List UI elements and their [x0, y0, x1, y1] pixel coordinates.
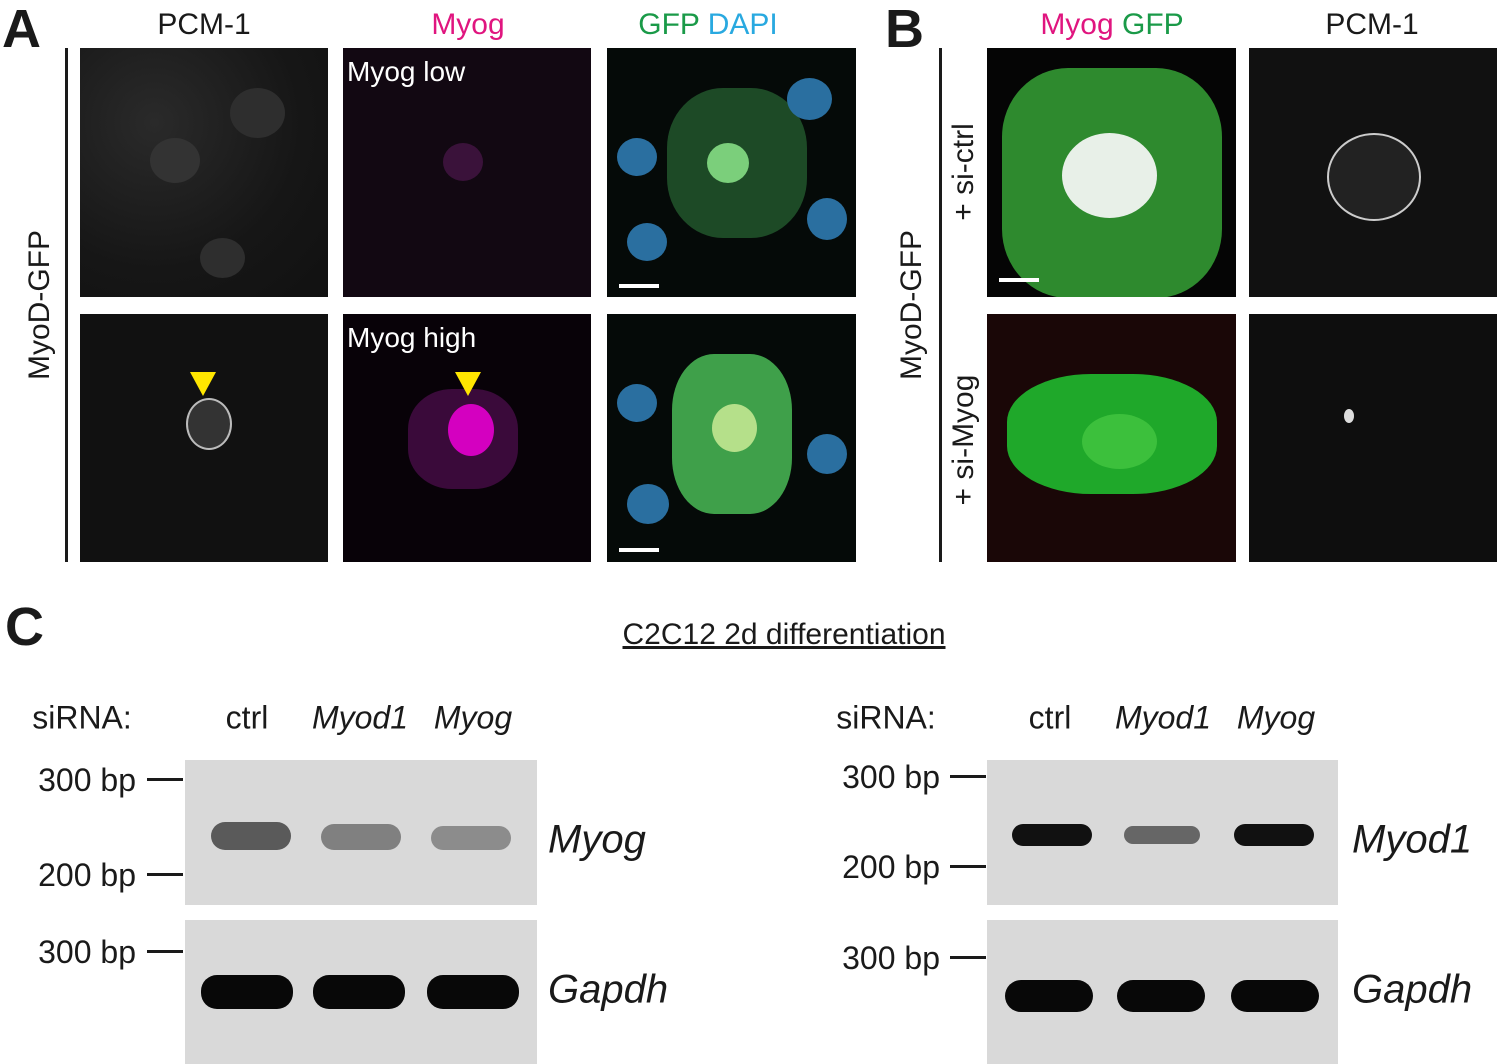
- gel-image: [987, 920, 1338, 1064]
- gel-image: [185, 760, 537, 905]
- band: [1117, 980, 1205, 1012]
- sirna-label: siRNA:: [836, 699, 936, 736]
- column-title: Myog: [431, 8, 505, 41]
- nucleus: [617, 384, 657, 422]
- marker-tick: [950, 865, 986, 868]
- column-title: Myog GFP: [1040, 10, 1183, 40]
- micrograph: [1249, 314, 1497, 562]
- channel-name: DAPI: [707, 8, 778, 41]
- band: [1005, 980, 1093, 1012]
- gene-label: Gapdh: [1352, 967, 1473, 1012]
- micrograph: [80, 314, 328, 562]
- nucleus: [200, 238, 245, 278]
- channel-name: GFP: [638, 8, 700, 41]
- size-marker: 300 bp: [38, 762, 136, 798]
- nucleus: [186, 398, 232, 450]
- band: [427, 975, 519, 1009]
- lane-label: ctrl: [1028, 699, 1072, 736]
- arrowhead: [455, 372, 481, 396]
- size-marker: 300 bp: [842, 940, 940, 976]
- nucleus: [707, 143, 749, 183]
- band: [1231, 980, 1319, 1012]
- centrosome: [1344, 409, 1354, 423]
- condition-label: + si-ctrl: [947, 123, 980, 221]
- row-label: MyoD-GFP: [895, 230, 928, 380]
- panel-letter: C: [5, 597, 44, 657]
- marker-tick: [950, 775, 986, 778]
- arrowhead: [190, 372, 216, 396]
- sirna-label: siRNA:: [32, 699, 132, 736]
- nucleus: [627, 223, 667, 261]
- band: [313, 975, 405, 1009]
- nucleus: [627, 484, 669, 524]
- nucleus: [443, 143, 483, 181]
- size-marker: 200 bp: [38, 857, 136, 893]
- band: [1124, 826, 1200, 844]
- column-title: GFP DAPI: [638, 10, 778, 40]
- channel-name: GFP: [1122, 8, 1184, 41]
- nucleus: [1062, 133, 1157, 218]
- size-marker: 300 bp: [842, 759, 940, 795]
- micrograph: [987, 314, 1236, 562]
- image-label: Myog high: [347, 322, 477, 353]
- gene-label: Myod1: [1352, 817, 1473, 862]
- bracket-line: [65, 48, 68, 562]
- column-title: PCM-1: [157, 8, 251, 41]
- scale-bar: [999, 278, 1039, 282]
- row-label: MyoD-GFP: [23, 230, 56, 380]
- band: [431, 826, 511, 850]
- micrograph: Myog high: [343, 314, 591, 562]
- nucleus: [150, 138, 200, 183]
- lane-label: Myod1: [311, 699, 409, 736]
- micrograph: [607, 314, 856, 562]
- nucleus: [448, 404, 494, 456]
- lane-label: Myog: [1236, 699, 1316, 736]
- panel-letter: A: [2, 0, 41, 59]
- scale-bar: [619, 284, 659, 288]
- size-marker: 300 bp: [38, 934, 136, 970]
- nucleus: [787, 78, 832, 120]
- nucleus: [807, 198, 847, 240]
- bracket-line: [939, 48, 942, 562]
- nucleus: [617, 138, 657, 176]
- column-title: PCM-1: [1325, 8, 1419, 41]
- nucleus: [712, 404, 757, 452]
- channel-name: Myog: [1040, 8, 1114, 41]
- band: [321, 824, 401, 850]
- nucleus: [807, 434, 847, 474]
- condition-label: + si-Myog: [947, 374, 980, 506]
- gel-image: [185, 920, 537, 1064]
- micrograph: [1249, 48, 1497, 297]
- band: [1012, 824, 1092, 846]
- marker-tick: [950, 956, 986, 959]
- band: [201, 975, 293, 1009]
- micrograph: Myog low: [343, 48, 591, 297]
- scale-bar: [619, 548, 659, 552]
- panel-title: C2C12 2d differentiation: [622, 618, 946, 651]
- marker-tick: [147, 873, 183, 876]
- nucleus: [230, 88, 285, 138]
- lane-label: Myog: [433, 699, 513, 736]
- gel-image: [987, 760, 1338, 905]
- gene-label: Gapdh: [548, 967, 669, 1012]
- size-marker: 200 bp: [842, 849, 940, 885]
- micrograph: [987, 48, 1236, 297]
- nucleus: [1327, 133, 1421, 221]
- band: [211, 822, 291, 850]
- image-label: Myog low: [347, 56, 466, 87]
- lane-label: ctrl: [225, 699, 269, 736]
- nucleus: [1082, 414, 1157, 469]
- micrograph: [607, 48, 856, 297]
- lane-label: Myod1: [1114, 699, 1212, 736]
- micrograph: [80, 48, 328, 297]
- marker-tick: [147, 950, 183, 953]
- panel-letter: B: [885, 0, 924, 59]
- marker-tick: [147, 778, 183, 781]
- band: [1234, 824, 1314, 846]
- gene-label: Myog: [548, 817, 646, 862]
